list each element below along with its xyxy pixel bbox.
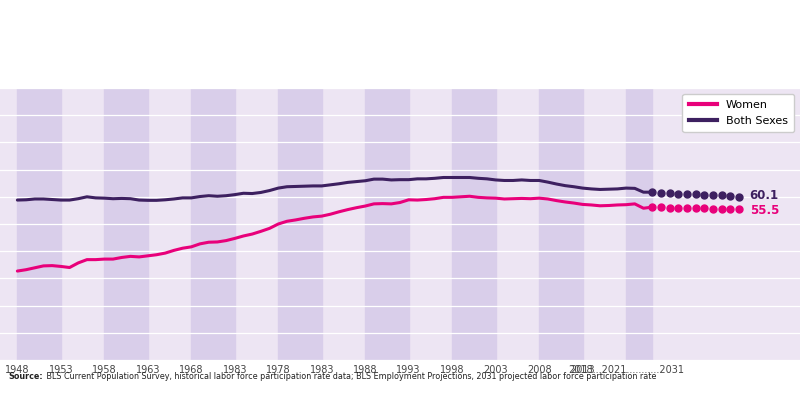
Text: 60.1: 60.1 [750,189,778,202]
Bar [18,88,61,360]
Text: 55.5: 55.5 [750,204,779,217]
Text: Both Sexes Over Age 16, 1948-2021 and Projected 2021-2031: Both Sexes Over Age 16, 1948-2021 and Pr… [121,58,679,74]
Bar [626,88,652,360]
Bar [191,88,234,360]
Legend: Women, Both Sexes: Women, Both Sexes [682,94,794,132]
Bar [539,88,582,360]
Bar [366,88,409,360]
Bar [104,88,148,360]
Text: BLS Current Population Survey, historical labor force participation rate data; B: BLS Current Population Survey, historica… [44,372,656,381]
Text: Source:: Source: [8,372,42,381]
Text: Civilian Labor Force Participation Rate for Women and: Civilian Labor Force Participation Rate … [154,23,646,38]
Bar [278,88,322,360]
Bar [452,88,496,360]
